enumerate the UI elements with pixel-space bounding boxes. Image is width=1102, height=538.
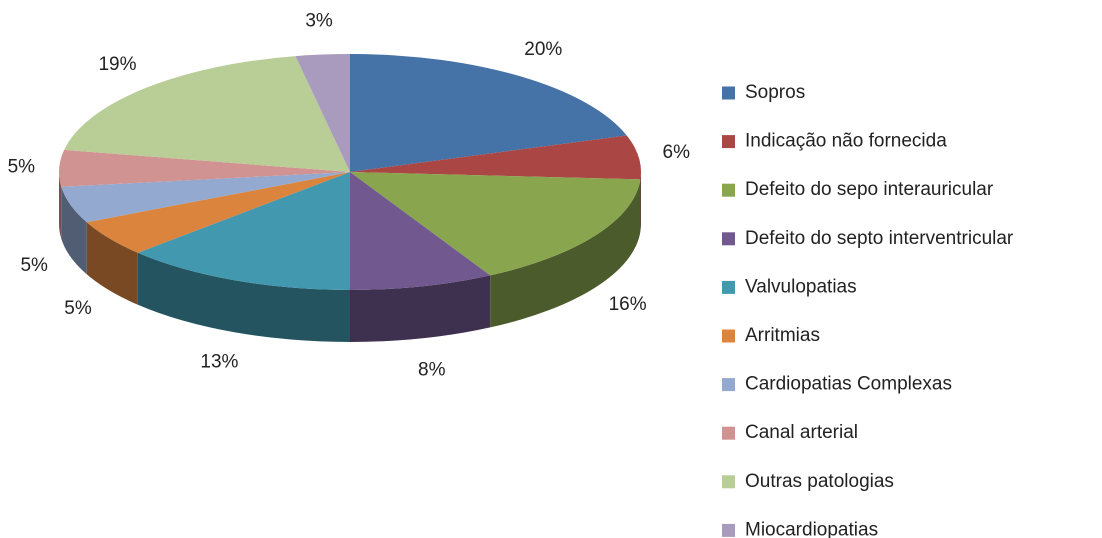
- pie-slice: [58, 149, 350, 187]
- legend-swatch: [722, 135, 735, 149]
- pie-slice: [350, 172, 641, 276]
- pie-side: [61, 186, 87, 275]
- pie-side: [137, 252, 350, 342]
- data-label: 5%: [64, 298, 92, 319]
- pie-slice: [350, 135, 642, 180]
- pie-slice: [86, 172, 351, 253]
- legend-label: Defeito do septo interventricular: [745, 228, 1014, 249]
- legend-swatch: [722, 329, 735, 343]
- legend-swatch: [722, 86, 735, 100]
- legend-label: Canal arterial: [745, 422, 858, 443]
- legend-label: Cardiopatias Complexas: [745, 374, 952, 395]
- legend-label: Defeito do sepo interauricular: [745, 179, 994, 200]
- legend-swatch: [722, 426, 735, 440]
- pie-slice: [61, 172, 351, 223]
- legend-label: Miocardiopatias: [745, 519, 878, 538]
- legend-label: Outras patologias: [745, 471, 894, 492]
- pie-side: [490, 179, 641, 328]
- pie-slice: [64, 56, 350, 172]
- legend-swatch: [722, 232, 735, 246]
- legend-label: Indicação não fornecida: [745, 131, 947, 152]
- pie-side: [86, 222, 138, 305]
- legend-swatch: [722, 475, 735, 489]
- pie-slice: [295, 54, 350, 172]
- legend-label: Valvulopatias: [745, 276, 857, 297]
- legend-swatch: [722, 523, 735, 537]
- legend-swatch: [722, 183, 735, 197]
- legend-swatch: [722, 280, 735, 294]
- pie-side: [59, 172, 62, 239]
- pie-side: [640, 172, 641, 232]
- data-label: 16%: [609, 294, 647, 315]
- legend-swatch: [722, 378, 735, 392]
- data-label: 19%: [98, 54, 136, 75]
- pie-slice: [137, 172, 350, 290]
- data-label: 8%: [418, 359, 446, 380]
- pie-slice: [350, 54, 627, 172]
- data-label: 3%: [305, 11, 333, 32]
- legend-label: Arritmias: [745, 325, 820, 346]
- data-label: 5%: [20, 255, 48, 276]
- pie-side: [350, 275, 491, 342]
- data-label: 20%: [524, 39, 562, 60]
- legend-label: Sopros: [745, 82, 805, 103]
- data-label: 5%: [8, 156, 36, 177]
- pie-slice: [350, 172, 491, 290]
- data-label: 13%: [200, 352, 238, 373]
- data-label: 6%: [663, 142, 691, 163]
